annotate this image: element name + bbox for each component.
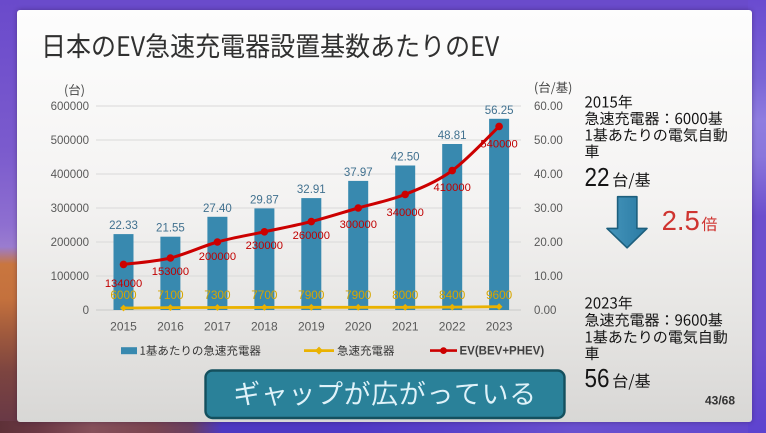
svg-text:260000: 260000 [293,230,330,242]
svg-text:56.25: 56.25 [485,105,514,117]
svg-text:300000: 300000 [340,219,377,231]
svg-text:8400: 8400 [439,288,466,302]
svg-text:32.91: 32.91 [297,184,326,196]
svg-text:29.87: 29.87 [250,194,279,206]
svg-text:2020: 2020 [345,320,372,334]
svg-text:300000: 300000 [51,203,89,215]
svg-text:22.33: 22.33 [109,220,138,232]
svg-text:540000: 540000 [480,139,517,151]
svg-text:8000: 8000 [392,288,419,302]
svg-text:2018: 2018 [251,320,278,334]
svg-text:7100: 7100 [157,288,184,302]
svg-text:2023: 2023 [486,320,513,334]
svg-text:2017: 2017 [204,320,231,334]
svg-text:153000: 153000 [152,266,189,278]
svg-text:20.00: 20.00 [534,237,563,249]
svg-text:600000: 600000 [51,101,89,113]
svg-text:37.97: 37.97 [344,167,373,179]
svg-text:2022: 2022 [439,320,466,334]
svg-text:EV(BEV+PHEV): EV(BEV+PHEV) [460,346,545,358]
svg-text:2015: 2015 [110,320,137,334]
svg-text:2019: 2019 [298,320,325,334]
svg-text:200000: 200000 [51,237,89,249]
svg-text:7700: 7700 [251,288,278,302]
svg-text:60.00: 60.00 [534,101,563,113]
svg-text:43/68: 43/68 [705,394,735,408]
svg-text:9600: 9600 [486,288,513,302]
svg-text:30.00: 30.00 [534,203,563,215]
svg-text:27.40: 27.40 [203,203,232,215]
svg-text:400000: 400000 [51,169,89,181]
svg-text:21.55: 21.55 [156,223,185,235]
svg-text:0.00: 0.00 [534,305,556,317]
svg-text:340000: 340000 [387,207,424,219]
svg-text:2016: 2016 [157,320,184,334]
svg-text:200000: 200000 [199,251,236,263]
svg-text:22: 22 [585,164,610,192]
svg-text:410000: 410000 [433,182,470,194]
svg-text:2.5: 2.5 [662,205,700,236]
svg-text:500000: 500000 [51,135,89,147]
svg-text:7900: 7900 [298,288,325,302]
svg-text:100000: 100000 [51,271,89,283]
svg-text:7300: 7300 [204,288,231,302]
svg-text:42.50: 42.50 [391,152,420,164]
svg-text:56: 56 [585,365,610,393]
svg-text:10.00: 10.00 [534,271,563,283]
svg-text:134000: 134000 [105,278,142,290]
svg-text:2021: 2021 [392,320,419,334]
svg-text:6000: 6000 [110,288,137,302]
svg-text:230000: 230000 [246,240,283,252]
svg-text:7900: 7900 [345,288,372,302]
svg-text:50.00: 50.00 [534,135,563,147]
svg-text:48.81: 48.81 [438,130,467,142]
svg-text:40.00: 40.00 [534,169,563,181]
svg-text:0: 0 [83,305,89,317]
